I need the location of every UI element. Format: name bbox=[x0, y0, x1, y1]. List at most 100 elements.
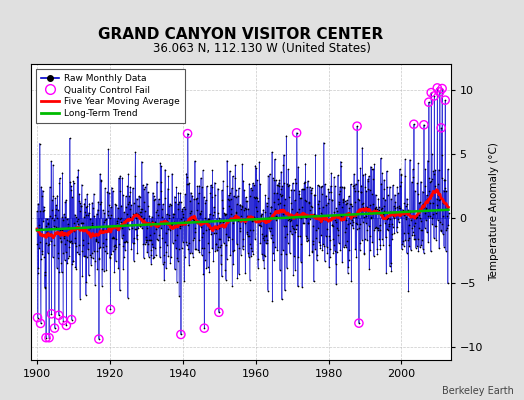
Point bbox=[138, 216, 147, 222]
Point bbox=[337, 204, 346, 210]
Point bbox=[109, 234, 117, 240]
Point bbox=[307, 185, 315, 192]
Point bbox=[48, 215, 56, 221]
Point bbox=[59, 217, 68, 224]
Point bbox=[173, 201, 182, 207]
Point bbox=[215, 309, 223, 316]
Point bbox=[431, 222, 439, 229]
Point bbox=[417, 227, 425, 233]
Point bbox=[92, 236, 100, 242]
Point bbox=[334, 172, 342, 179]
Point bbox=[320, 243, 329, 249]
Point bbox=[377, 206, 385, 212]
Point bbox=[39, 218, 48, 224]
Point bbox=[343, 200, 351, 206]
Point bbox=[236, 201, 244, 208]
Point bbox=[179, 204, 188, 210]
Point bbox=[410, 236, 418, 242]
Point bbox=[195, 249, 204, 255]
Point bbox=[405, 235, 413, 241]
Point bbox=[380, 215, 389, 222]
Point bbox=[288, 223, 296, 229]
Point bbox=[257, 212, 265, 219]
Point bbox=[280, 180, 289, 186]
Point bbox=[438, 220, 446, 227]
Point bbox=[214, 185, 222, 192]
Point bbox=[267, 235, 275, 241]
Point bbox=[49, 223, 58, 229]
Point bbox=[394, 224, 402, 230]
Point bbox=[215, 225, 223, 232]
Point bbox=[391, 210, 400, 217]
Point bbox=[158, 235, 167, 242]
Point bbox=[257, 212, 266, 218]
Point bbox=[189, 254, 197, 260]
Point bbox=[173, 258, 182, 264]
Point bbox=[207, 230, 215, 237]
Point bbox=[146, 220, 155, 226]
Point bbox=[430, 93, 439, 99]
Point bbox=[337, 163, 345, 169]
Point bbox=[375, 206, 383, 213]
Point bbox=[358, 236, 366, 243]
Point bbox=[206, 190, 214, 196]
Point bbox=[419, 200, 428, 207]
Point bbox=[50, 325, 59, 331]
Point bbox=[118, 235, 126, 241]
Point bbox=[97, 283, 106, 289]
Point bbox=[40, 254, 48, 261]
Point bbox=[324, 186, 332, 192]
Point bbox=[357, 189, 365, 196]
Point bbox=[427, 176, 435, 182]
Point bbox=[40, 207, 48, 213]
Point bbox=[235, 245, 244, 252]
Point bbox=[336, 246, 345, 253]
Point bbox=[277, 186, 285, 192]
Point bbox=[333, 224, 341, 231]
Point bbox=[237, 213, 246, 219]
Point bbox=[203, 219, 212, 225]
Point bbox=[207, 225, 215, 231]
Point bbox=[395, 203, 403, 209]
Point bbox=[251, 236, 259, 242]
Point bbox=[135, 194, 144, 200]
Point bbox=[68, 260, 77, 267]
Point bbox=[45, 334, 53, 341]
Point bbox=[248, 227, 257, 233]
Point bbox=[228, 283, 236, 289]
Point bbox=[345, 247, 354, 253]
Point bbox=[400, 230, 408, 236]
Point bbox=[380, 203, 389, 209]
Point bbox=[226, 190, 234, 196]
Point bbox=[299, 220, 307, 226]
Point bbox=[244, 250, 252, 256]
Point bbox=[66, 135, 74, 142]
Point bbox=[413, 191, 422, 197]
Point bbox=[431, 167, 440, 173]
Point bbox=[233, 241, 241, 247]
Point bbox=[327, 170, 335, 176]
Point bbox=[116, 188, 125, 194]
Point bbox=[71, 211, 79, 218]
Point bbox=[143, 225, 151, 232]
Point bbox=[250, 195, 259, 202]
Point bbox=[429, 168, 438, 174]
Point bbox=[124, 201, 132, 208]
Point bbox=[89, 222, 97, 228]
Point bbox=[391, 199, 399, 205]
Point bbox=[308, 248, 316, 254]
Point bbox=[270, 256, 279, 263]
Point bbox=[303, 220, 312, 226]
Point bbox=[359, 172, 368, 178]
Point bbox=[200, 194, 208, 200]
Point bbox=[284, 166, 292, 172]
Point bbox=[272, 190, 281, 196]
Point bbox=[421, 225, 429, 231]
Point bbox=[278, 211, 287, 217]
Point bbox=[145, 237, 153, 243]
Point bbox=[148, 213, 156, 220]
Point bbox=[268, 298, 277, 304]
Point bbox=[209, 224, 217, 231]
Point bbox=[271, 177, 280, 184]
Point bbox=[192, 246, 200, 252]
